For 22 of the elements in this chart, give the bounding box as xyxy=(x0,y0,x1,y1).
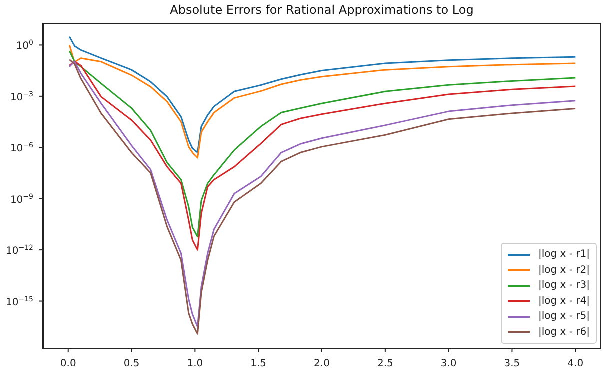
x-tick-label: 0.5 xyxy=(124,358,140,370)
chart-title: Absolute Errors for Rational Approximations to Log xyxy=(169,3,475,17)
legend-label: |log x - r2| xyxy=(538,264,590,276)
legend-label: |log x - r6| xyxy=(538,326,590,338)
y-tick-label: 10$^{−9}$ xyxy=(10,192,34,206)
x-tick-label: 0.0 xyxy=(60,358,76,370)
x-tick-label: 2.0 xyxy=(314,358,330,370)
y-tick-label: 10$^{−15}$ xyxy=(6,295,34,308)
x-tick-label: 2.5 xyxy=(377,358,394,370)
y-tick-label: 10$^{−3}$ xyxy=(10,90,34,104)
legend-label: |log x - r4| xyxy=(538,296,590,307)
y-tick-label: 10$^{−6}$ xyxy=(10,142,34,155)
legend-label: |log x - r5| xyxy=(538,311,590,322)
legend-label: |log x - r1| xyxy=(538,249,590,260)
y-tick-label: 10$^{−12}$ xyxy=(6,244,34,258)
x-tick-label: 1.5 xyxy=(250,358,267,370)
x-tick-label: 4.0 xyxy=(568,358,584,370)
x-tick-label: 3.0 xyxy=(440,358,457,370)
x-tick-label: 3.5 xyxy=(504,358,520,370)
y-tick-label: 10$^{0}$ xyxy=(16,39,34,52)
legend-label: |log x - r3| xyxy=(538,280,590,292)
x-tick-label: 1.0 xyxy=(187,358,204,370)
